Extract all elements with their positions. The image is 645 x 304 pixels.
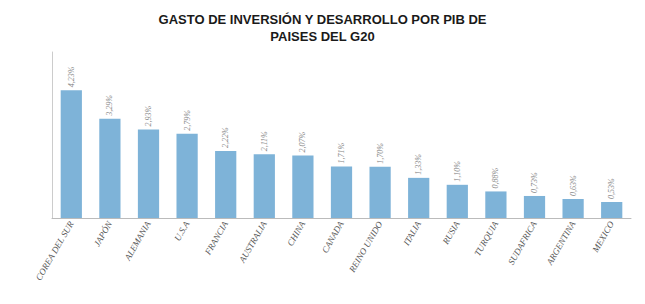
svg-text:1,33%: 1,33% — [414, 154, 423, 175]
svg-text:JAPÓN: JAPÓN — [92, 219, 115, 249]
svg-text:AUSTRALIA: AUSTRALIA — [237, 219, 269, 265]
svg-text:1,10%: 1,10% — [453, 161, 462, 182]
svg-text:MEXICO: MEXICO — [590, 219, 616, 255]
svg-text:4,23%: 4,23% — [67, 66, 76, 87]
svg-text:1,70%: 1,70% — [376, 143, 385, 164]
svg-text:RUSIA: RUSIA — [440, 219, 462, 247]
svg-text:CANADA: CANADA — [320, 219, 346, 255]
svg-text:SUDAFRICA: SUDAFRICA — [506, 219, 539, 266]
svg-text:PAISES DEL G20: PAISES DEL G20 — [270, 29, 374, 44]
svg-text:GASTO DE INVERSIÓN Y DESARROLL: GASTO DE INVERSIÓN Y DESARROLLO POR PIB … — [159, 12, 487, 27]
svg-text:0,88%: 0,88% — [491, 167, 500, 188]
svg-text:0,63%: 0,63% — [569, 175, 578, 196]
svg-text:ARGENTINA: ARGENTINA — [544, 219, 578, 267]
svg-text:U.S.A: U.S.A — [172, 219, 191, 243]
svg-text:1,71%: 1,71% — [337, 142, 346, 163]
svg-text:2,93%: 2,93% — [144, 106, 153, 127]
svg-text:2,07%: 2,07% — [298, 132, 307, 153]
svg-text:ALEMANIA: ALEMANIA — [122, 219, 153, 263]
svg-text:TURQUIA: TURQUIA — [472, 219, 500, 258]
svg-text:CHINA: CHINA — [285, 219, 307, 248]
svg-text:REINO UNIDO: REINO UNIDO — [347, 219, 385, 275]
svg-text:FRANCIA: FRANCIA — [202, 219, 230, 257]
svg-text:2,11%: 2,11% — [260, 131, 269, 151]
svg-text:3,29%: 3,29% — [105, 95, 114, 117]
svg-text:ITALIA: ITALIA — [401, 219, 424, 248]
svg-text:2,79%: 2,79% — [183, 110, 192, 131]
svg-text:0,73%: 0,73% — [530, 172, 539, 193]
svg-text:2,22%: 2,22% — [221, 127, 230, 148]
svg-text:COREA DEL SUR: COREA DEL SUR — [34, 219, 76, 282]
svg-text:0,53%: 0,53% — [607, 178, 616, 199]
